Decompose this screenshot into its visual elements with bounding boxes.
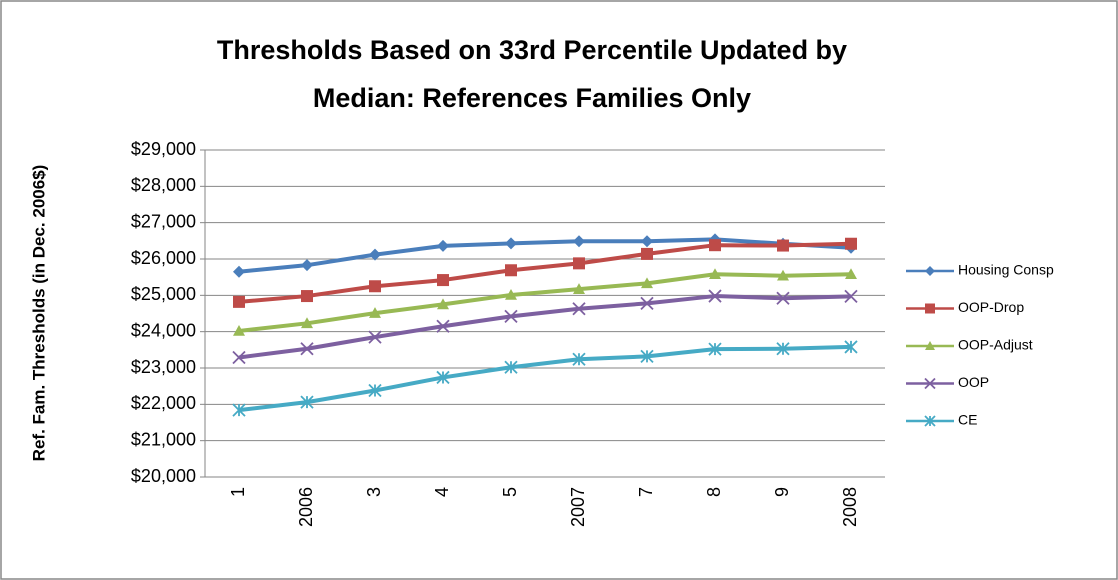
marker <box>437 298 449 310</box>
marker <box>708 342 722 356</box>
marker <box>573 283 585 294</box>
y-tick-label: $20,000 <box>131 466 196 486</box>
marker <box>504 360 518 374</box>
series <box>232 289 858 365</box>
x-tick-label: 3 <box>364 487 384 497</box>
legend-label: CE <box>958 412 977 428</box>
series-line <box>238 241 852 304</box>
marker <box>924 377 936 390</box>
marker <box>505 237 517 250</box>
marker <box>925 266 935 276</box>
marker <box>708 289 722 303</box>
marker <box>437 239 449 252</box>
series-line <box>238 272 852 333</box>
marker <box>436 319 450 333</box>
x-tick-label: 7 <box>636 487 656 497</box>
marker <box>300 342 314 356</box>
series-line <box>238 294 852 360</box>
marker <box>777 239 789 252</box>
marker <box>640 296 654 310</box>
chart-title: Median: References Families Only <box>313 83 751 113</box>
y-tick-label: $28,000 <box>131 175 196 195</box>
marker <box>776 291 790 305</box>
marker <box>641 235 653 248</box>
marker <box>709 268 721 280</box>
marker <box>369 280 381 293</box>
y-tick-label: $29,000 <box>131 139 196 159</box>
marker <box>641 247 653 260</box>
series <box>233 237 857 308</box>
x-tick-label: 9 <box>772 487 792 497</box>
legend-label: Housing Consp <box>958 262 1054 278</box>
marker <box>573 235 585 248</box>
marker <box>232 350 246 365</box>
series <box>232 340 858 417</box>
series <box>233 268 857 336</box>
y-tick-label: $27,000 <box>131 211 196 231</box>
legend-label: OOP <box>958 374 989 390</box>
marker <box>572 302 586 316</box>
marker <box>437 274 449 287</box>
marker <box>369 307 381 318</box>
series-line <box>238 237 852 274</box>
x-tick-label: 1 <box>228 487 248 497</box>
marker <box>436 370 450 385</box>
chart-title: Thresholds Based on 33rd Percentile Upda… <box>217 35 847 65</box>
marker <box>845 237 857 250</box>
marker <box>776 342 790 356</box>
marker <box>844 289 858 304</box>
x-tick-label: 5 <box>500 487 520 497</box>
marker <box>844 340 858 354</box>
marker <box>301 259 313 272</box>
marker <box>573 257 585 270</box>
marker <box>301 317 313 329</box>
y-axis-title: Ref. Fam. Thresholds (in Dec. 2006$) <box>29 165 48 462</box>
marker <box>233 295 245 308</box>
marker <box>505 264 517 277</box>
marker <box>369 248 381 261</box>
marker <box>845 268 857 280</box>
marker <box>925 303 935 314</box>
marker <box>233 324 245 336</box>
y-tick-label: $25,000 <box>131 284 196 304</box>
marker <box>777 269 789 281</box>
x-tick-label: 2008 <box>840 487 860 527</box>
marker <box>709 239 721 252</box>
y-tick-label: $23,000 <box>131 357 196 377</box>
marker <box>924 415 936 427</box>
marker <box>232 403 246 417</box>
marker <box>640 349 654 364</box>
marker <box>300 395 314 409</box>
x-tick-label: 2007 <box>568 487 588 527</box>
marker <box>301 290 313 303</box>
marker <box>505 288 517 300</box>
y-tick-label: $21,000 <box>131 429 196 449</box>
marker <box>368 330 382 344</box>
marker <box>641 277 653 289</box>
series-line <box>238 344 852 413</box>
marker <box>925 341 935 350</box>
y-tick-label: $22,000 <box>131 393 196 413</box>
y-tick-label: $26,000 <box>131 248 196 268</box>
legend-label: OOP-Adjust <box>958 337 1033 353</box>
marker <box>572 352 586 366</box>
x-tick-label: 4 <box>432 487 452 497</box>
marker <box>504 309 518 324</box>
marker <box>233 265 245 278</box>
y-tick-label: $24,000 <box>131 320 196 340</box>
legend-label: OOP-Drop <box>958 299 1024 315</box>
x-tick-label: 2006 <box>296 487 316 527</box>
marker <box>368 383 382 398</box>
x-tick-label: 8 <box>704 487 724 497</box>
